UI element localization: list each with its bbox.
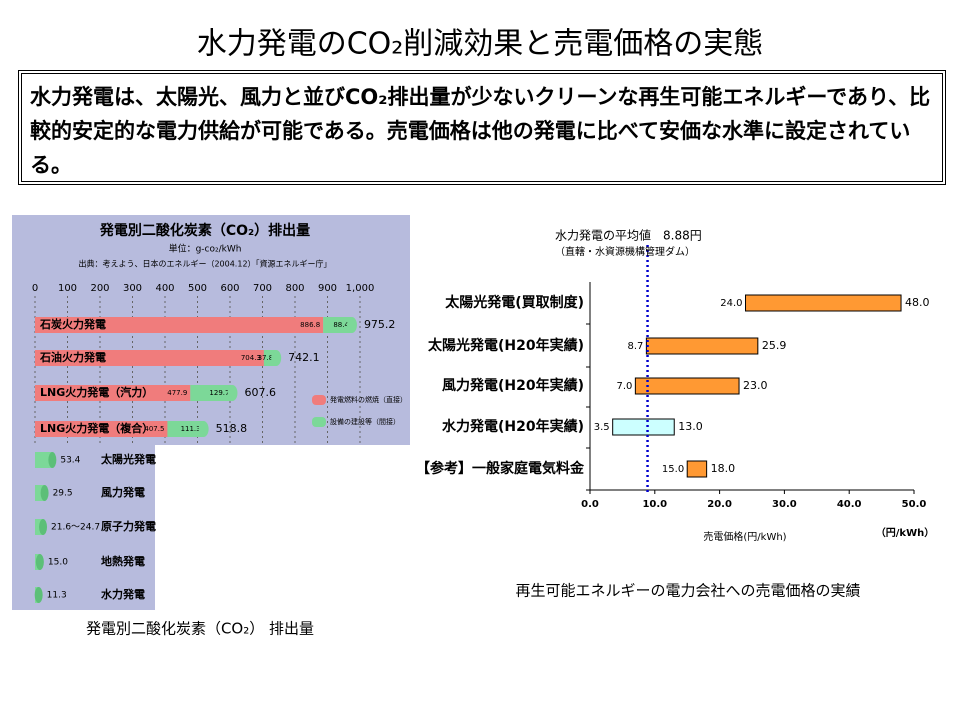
x-tick-label: 400 bbox=[155, 283, 174, 294]
bar-cap bbox=[35, 554, 44, 570]
bar-cap bbox=[271, 350, 282, 366]
category-label: 水力発電 bbox=[101, 587, 145, 601]
bar-cap bbox=[48, 452, 57, 468]
slide-title: 水力発電のCO₂削減効果と売電価格の実態 bbox=[197, 27, 764, 62]
total-label: 15.0 bbox=[48, 558, 68, 568]
unit-label: 単位：g-co₂/kWh bbox=[169, 243, 242, 255]
total-label: 742.1 bbox=[288, 351, 320, 364]
source-label: 出典：考えよう、日本のエネルギー（2004.12）「資源エネルギー庁」 bbox=[78, 259, 331, 269]
bar-segment bbox=[190, 385, 233, 401]
segment-value: 37.8 bbox=[258, 354, 274, 362]
x-tick-label: 100 bbox=[58, 283, 77, 294]
low-label: 24.0 bbox=[720, 298, 742, 309]
category-label: 風力発電(H20年実績) bbox=[442, 377, 584, 394]
legend-swatch bbox=[312, 395, 326, 405]
bar-segment bbox=[35, 350, 264, 366]
segment-value: 704.3 bbox=[241, 354, 261, 362]
bar bbox=[634, 377, 740, 395]
bar-segment bbox=[167, 421, 204, 437]
x-tick-label: 40.0 bbox=[837, 499, 862, 510]
high-label: 23.0 bbox=[743, 379, 768, 392]
category-label: 【参考】一般家庭電気料金 bbox=[416, 460, 585, 477]
bar-cap bbox=[34, 587, 43, 603]
chart-caption: 発電別二酸化炭素（CO₂） 排出量 bbox=[86, 620, 314, 638]
low-label: 3.5 bbox=[594, 422, 610, 433]
x-tick-label: 20.0 bbox=[707, 499, 732, 510]
bar-cap bbox=[346, 317, 357, 333]
x-tick-label: 50.0 bbox=[902, 499, 927, 510]
x-tick-label: 300 bbox=[123, 283, 142, 294]
bar bbox=[612, 418, 675, 436]
segment-value: 477.9 bbox=[167, 389, 187, 397]
unit-label: （円/kWh） bbox=[876, 526, 934, 539]
legend-label: 発電燃料の燃焼（直接） bbox=[330, 395, 407, 404]
bar-segment bbox=[35, 385, 191, 401]
category-label: LNG火力発電（複合） bbox=[40, 421, 153, 435]
category-label: 太陽光発電 bbox=[100, 452, 156, 466]
x-tick-label: 0 bbox=[32, 283, 38, 294]
bar bbox=[35, 519, 44, 535]
category-label: LNG火力発電（汽力） bbox=[40, 385, 153, 399]
segment-value: 111.3 bbox=[181, 425, 201, 433]
category-label: 地熱発電 bbox=[101, 554, 145, 568]
total-label: 975.2 bbox=[364, 318, 396, 331]
legend-swatch bbox=[312, 417, 326, 427]
x-tick-label: 800 bbox=[285, 283, 304, 294]
x-tick-label: 10.0 bbox=[642, 499, 667, 510]
summary: 水力発電は、太陽光、風力と並びCO₂排出量が少ないクリーンな再生可能エネルギーで… bbox=[18, 70, 946, 185]
total-label: 21.6～24.7 bbox=[51, 523, 100, 533]
bar-cap bbox=[40, 485, 49, 501]
bar-segment bbox=[323, 317, 352, 333]
segment-value: 407.5 bbox=[144, 425, 164, 433]
annotation-note: （直轄・水資源機構管理ダム） bbox=[555, 245, 695, 258]
bar-cap bbox=[198, 421, 209, 437]
high-label: 25.9 bbox=[762, 339, 787, 352]
category-label: 太陽光発電(買取制度) bbox=[445, 294, 584, 311]
low-label: 7.0 bbox=[616, 381, 632, 392]
total-label: 518.8 bbox=[216, 422, 248, 435]
category-label: 風力発電 bbox=[101, 485, 145, 499]
low-label: 15.0 bbox=[662, 464, 684, 475]
total-label: 53.4 bbox=[60, 456, 80, 466]
total-label: 11.3 bbox=[47, 591, 67, 601]
category-label: 石炭火力発電 bbox=[39, 317, 106, 331]
x-tick-label: 1,000 bbox=[346, 283, 375, 294]
low-label: 8.7 bbox=[627, 341, 643, 352]
bar-segment bbox=[35, 421, 168, 437]
x-tick-label: 0.0 bbox=[581, 499, 599, 510]
bar-cap bbox=[227, 385, 238, 401]
high-label: 13.0 bbox=[678, 420, 703, 433]
x-tick-label: 900 bbox=[318, 283, 337, 294]
category-label: 原子力発電 bbox=[101, 519, 156, 533]
bar bbox=[645, 337, 759, 355]
x-tick-label: 600 bbox=[220, 283, 239, 294]
annotation: 水力発電の平均値 8.88円 bbox=[555, 228, 702, 243]
bar-cap bbox=[39, 519, 48, 535]
segment-value: 88.4 bbox=[333, 321, 349, 329]
total-label: 607.6 bbox=[244, 386, 276, 399]
x-tick-label: 500 bbox=[188, 283, 207, 294]
bar bbox=[686, 460, 708, 478]
x-axis-label: 売電価格(円/kWh) bbox=[703, 530, 786, 543]
category-label: 石油火力発電 bbox=[39, 350, 106, 364]
category-label: 太陽光発電(H20年実績) bbox=[428, 337, 584, 354]
x-tick-label: 30.0 bbox=[772, 499, 797, 510]
high-label: 48.0 bbox=[905, 296, 930, 309]
bar bbox=[35, 485, 45, 501]
high-label: 18.0 bbox=[711, 462, 736, 475]
segment-value: 886.8 bbox=[300, 321, 320, 329]
chart-title: 発電別二酸化炭素（CO₂）排出量 bbox=[99, 222, 310, 239]
bar-segment bbox=[35, 317, 324, 333]
x-tick-label: 200 bbox=[90, 283, 109, 294]
legend-label: 設備の建設等（間接） bbox=[330, 417, 400, 426]
category-label: 水力発電(H20年実績) bbox=[442, 418, 584, 435]
bar bbox=[35, 452, 53, 468]
bar bbox=[745, 294, 902, 312]
total-label: 29.5 bbox=[53, 489, 73, 499]
chart-caption: 再生可能エネルギーの電力会社への売電価格の実績 bbox=[515, 582, 860, 600]
segment-value: 129.7 bbox=[209, 389, 229, 397]
x-tick-label: 700 bbox=[253, 283, 272, 294]
